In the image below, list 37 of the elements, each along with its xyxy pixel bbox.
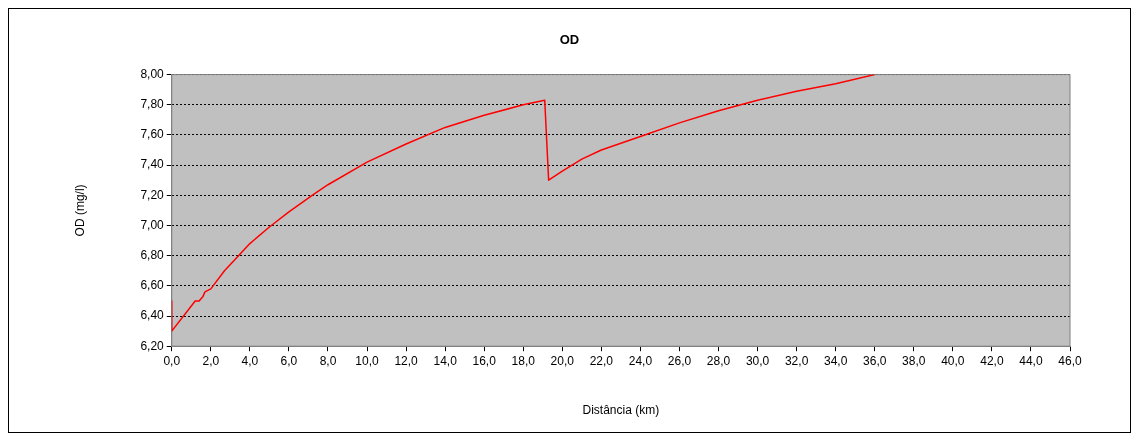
x-tick-label: 12,0 (394, 353, 419, 368)
y-axis-title: OD (mg/l) (72, 184, 87, 237)
x-tick-label: 4,0 (241, 353, 259, 368)
y-tick-label: 6,80 (140, 247, 165, 262)
x-tick-label: 30,0 (745, 353, 770, 368)
x-tick-label: 14,0 (433, 353, 458, 368)
x-tick-label: 46,0 (1058, 353, 1082, 368)
x-tick-label: 20,0 (550, 353, 575, 368)
x-tick-label: 42,0 (980, 353, 1004, 368)
x-tick-label: 38,0 (902, 353, 926, 368)
y-tick-label: 7,60 (140, 127, 165, 142)
x-tick-label: 44,0 (1019, 353, 1043, 368)
y-tick-label: 7,80 (140, 97, 165, 112)
x-tick-label: 26,0 (667, 353, 692, 368)
x-tick-label: 22,0 (589, 353, 614, 368)
x-tick-label: 8,0 (319, 353, 337, 368)
y-tick-label: 7,40 (140, 157, 165, 172)
x-tick-label: 6,0 (280, 353, 298, 368)
chart-title: OD (559, 32, 580, 48)
x-axis-title: Distância (km) (582, 403, 660, 418)
x-tick-label: 28,0 (706, 353, 731, 368)
x-tick-label: 2,0 (202, 353, 220, 368)
x-tick-label: 40,0 (941, 353, 965, 368)
x-tick-label: 32,0 (784, 353, 809, 368)
x-tick-label: 0,0 (163, 353, 181, 368)
x-tick-label: 34,0 (824, 353, 848, 368)
x-tick-label: 24,0 (628, 353, 653, 368)
x-tick-label: 36,0 (863, 353, 887, 368)
y-tick-label: 7,00 (140, 217, 165, 232)
y-tick-label: 6,60 (140, 278, 165, 293)
x-tick-label: 18,0 (511, 353, 536, 368)
y-tick-label: 6,20 (140, 338, 165, 353)
y-tick-label: 8,00 (140, 66, 165, 81)
x-tick-label: 16,0 (472, 353, 497, 368)
y-tick-label: 6,40 (140, 308, 165, 323)
x-tick-label: 10,0 (355, 353, 380, 368)
y-tick-label: 7,20 (140, 187, 165, 202)
